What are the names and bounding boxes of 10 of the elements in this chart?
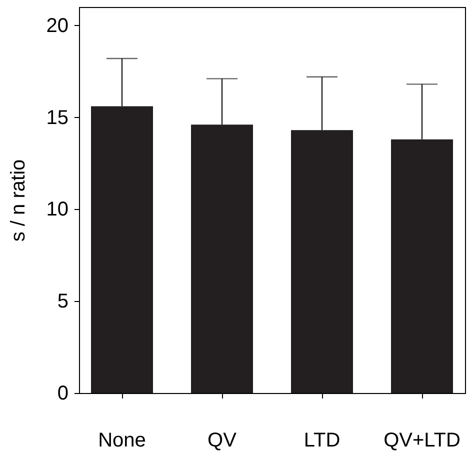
x-tick-label: QV+LTD (384, 430, 460, 452)
y-axis-title: s / n ratio (7, 159, 30, 242)
y-tick-label: 10 (46, 198, 68, 221)
x-tick-label: LTD (304, 430, 340, 452)
x-tick-label: QV (208, 430, 238, 452)
y-tick-label: 15 (46, 106, 68, 129)
y-tick-label: 20 (46, 14, 68, 37)
y-tick-label: 0 (57, 382, 68, 404)
y-tick-label: 5 (57, 290, 68, 313)
x-tick-label: None (98, 430, 146, 452)
